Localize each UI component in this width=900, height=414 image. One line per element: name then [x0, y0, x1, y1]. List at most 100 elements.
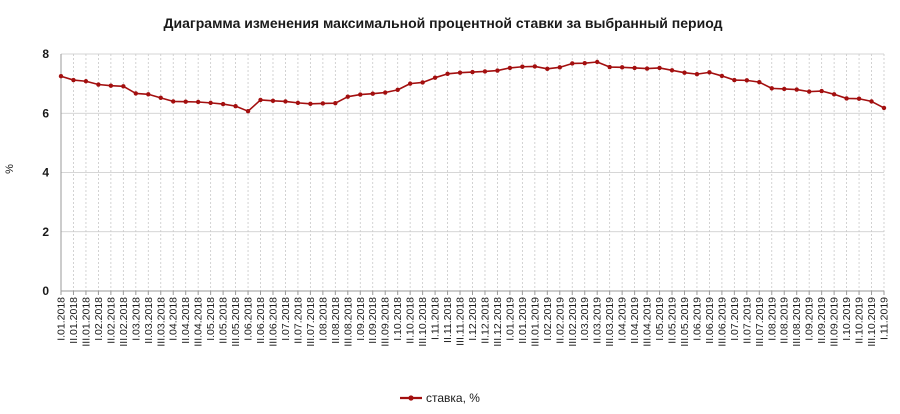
y-tick-label: 6	[42, 106, 49, 120]
data-point	[694, 71, 700, 77]
data-point	[732, 77, 737, 83]
x-tick-label: I.10.2018	[392, 297, 404, 341]
data-point	[420, 80, 425, 85]
data-point	[570, 61, 575, 66]
x-tick-label: III.05.2018	[230, 297, 242, 347]
x-tick-label: I.04.2019	[617, 297, 629, 341]
x-tick-label: II.01.2019	[517, 297, 529, 344]
x-tick-label: II.05.2018	[218, 297, 230, 344]
legend-marker-swatch	[408, 395, 414, 401]
data-point	[245, 108, 251, 114]
x-tick-label: III.09.2019	[829, 297, 841, 347]
x-tick-label: II.07.2019	[741, 297, 753, 344]
data-point	[782, 86, 787, 92]
data-point	[233, 103, 238, 109]
x-tick-label: I.03.2019	[579, 297, 591, 341]
data-series	[58, 59, 887, 114]
x-tick-label: III.04.2018	[193, 297, 205, 347]
data-point	[507, 65, 513, 71]
x-tick-label: I.01.2018	[56, 297, 68, 341]
x-tick-label: I.11.2018	[430, 297, 442, 340]
data-point	[121, 84, 126, 89]
x-tick-label: II.02.2019	[554, 297, 566, 344]
data-point	[383, 90, 388, 95]
x-tick-label: III.07.2019	[754, 297, 766, 347]
data-point	[881, 105, 887, 111]
x-tick-label: II.01.2018	[68, 297, 80, 344]
data-point	[819, 88, 824, 94]
x-tick-label: III.03.2019	[604, 297, 616, 347]
data-point	[719, 73, 725, 79]
data-point	[183, 99, 188, 104]
data-point	[220, 101, 226, 107]
data-point	[308, 101, 313, 106]
data-point	[295, 100, 301, 106]
data-point	[370, 91, 375, 96]
chart-title: Диаграмма изменения максимальной процент…	[164, 15, 723, 31]
data-point	[171, 99, 176, 104]
x-tick-label: II.05.2019	[667, 297, 679, 344]
data-point	[831, 92, 837, 97]
x-tick-label: I.02.2018	[93, 297, 105, 341]
x-tick-label: I.01.2019	[504, 297, 516, 341]
x-tick-label: III.05.2019	[679, 297, 691, 347]
x-tick-label: I.06.2018	[243, 297, 255, 341]
data-point	[769, 86, 774, 91]
data-point	[470, 69, 475, 75]
grid	[61, 53, 885, 291]
axes	[60, 54, 885, 295]
data-point	[794, 87, 799, 92]
data-point	[283, 99, 288, 104]
x-tick-label: III.06.2018	[267, 297, 279, 347]
x-tick-label: I.09.2019	[804, 297, 816, 341]
data-point	[395, 87, 400, 93]
data-point	[96, 82, 101, 87]
x-tick-label: III.08.2019	[791, 297, 803, 347]
data-point	[208, 100, 213, 106]
x-tick-label: II.03.2019	[592, 297, 604, 344]
x-tick-label: I.05.2018	[205, 297, 217, 341]
data-point	[644, 66, 650, 71]
data-point	[108, 83, 114, 88]
data-point	[744, 78, 750, 83]
data-point	[856, 96, 862, 101]
y-axis-label: %	[4, 164, 16, 174]
data-point	[407, 81, 413, 86]
x-tick-label: III.06.2019	[716, 297, 728, 347]
x-tick-label: I.12.2018	[467, 297, 479, 341]
x-tick-label: III.11.2018	[455, 297, 467, 346]
x-tick-label: II.04.2018	[180, 297, 192, 344]
data-point	[158, 95, 163, 101]
data-point	[495, 68, 500, 73]
legend-series-label: ставка, %	[426, 391, 480, 405]
x-tick-label: I.07.2018	[280, 297, 292, 341]
data-point	[594, 59, 600, 65]
data-point	[258, 97, 263, 103]
data-point	[657, 65, 662, 71]
data-point	[619, 65, 625, 70]
x-tick-label: III.01.2018	[80, 297, 92, 347]
data-point	[482, 69, 488, 74]
x-tick-label: II.12.2018	[479, 297, 491, 344]
y-tick-label: 8	[42, 47, 49, 61]
data-point	[146, 92, 151, 97]
x-tick-label: I.06.2019	[691, 297, 703, 341]
x-tick-label: I.03.2018	[130, 297, 142, 341]
x-tick-label: II.02.2018	[105, 297, 117, 344]
x-tick-label: I.11.2019	[879, 297, 891, 340]
data-point	[545, 66, 550, 72]
data-point	[806, 89, 812, 94]
x-tick-label: III.07.2018	[305, 297, 317, 347]
data-point	[457, 70, 463, 75]
x-tick-label: III.02.2018	[118, 297, 130, 347]
data-point	[682, 70, 687, 75]
x-tick-label: III.10.2018	[417, 297, 429, 347]
data-point	[58, 74, 64, 79]
x-tick-label: II.03.2018	[143, 297, 155, 344]
x-tick-label: II.06.2018	[255, 297, 267, 344]
x-tick-label: II.04.2019	[629, 297, 641, 344]
x-tick-label: III.09.2018	[380, 297, 392, 347]
data-point	[333, 100, 338, 106]
x-tick-label: I.05.2019	[654, 297, 666, 341]
